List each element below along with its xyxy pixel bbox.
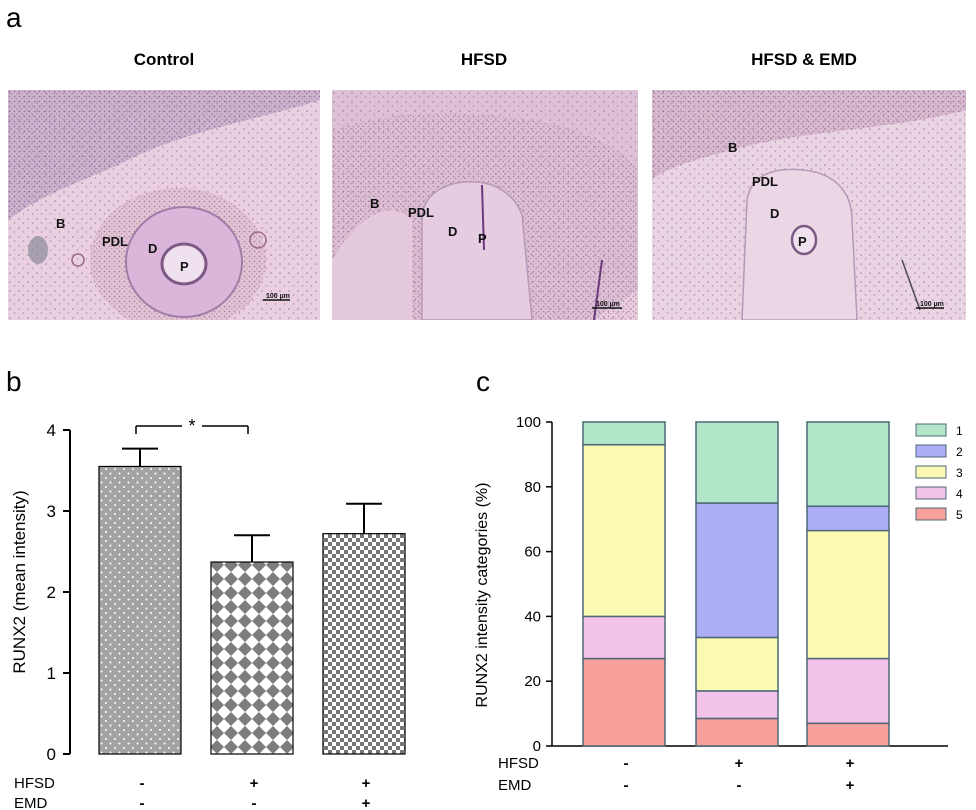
- y-tick-label: 20: [524, 673, 541, 690]
- group-row-sign: +: [846, 755, 855, 772]
- stacked-segment-1: [806, 421, 890, 507]
- group-row-sign: +: [846, 777, 855, 794]
- bar-1: [210, 561, 294, 755]
- label-pdl: PDL: [408, 205, 434, 220]
- significance-star: *: [188, 416, 195, 436]
- legend-label: 4: [956, 487, 963, 501]
- label-p: P: [478, 231, 487, 246]
- legend-swatch-4: [915, 486, 947, 500]
- legend-swatch-5: [915, 507, 947, 521]
- y-tick-label: 80: [524, 479, 541, 496]
- micrograph-title-hfsd-emd: HFSD & EMD: [751, 50, 857, 69]
- bar-chart-mean-intensity: RUNX2 (mean intensity) 0 1 2 3 4 * HFSD - + + EM…: [10, 416, 406, 810]
- stacked-segment-3: [582, 443, 666, 618]
- group-row-label: EMD: [498, 777, 532, 794]
- legend-swatch-2: [915, 444, 947, 458]
- label-d: D: [770, 206, 779, 221]
- stacked-segment-4: [806, 657, 890, 725]
- label-b: B: [370, 196, 379, 211]
- stacked-segment-2: [806, 505, 890, 532]
- group-row-sign: -: [624, 755, 629, 772]
- scale-bar-label: 100 µm: [266, 293, 290, 300]
- stacked-segment-4: [582, 615, 666, 660]
- group-row-sign: -: [737, 777, 742, 794]
- legend-label: 2: [956, 445, 963, 459]
- group-row-sign: -: [140, 775, 145, 792]
- y-tick-label: 60: [524, 544, 541, 561]
- stacked-segment-4: [695, 690, 779, 720]
- legend-label: 3: [956, 466, 963, 480]
- group-row-sign: -: [140, 795, 145, 810]
- micrograph-title-hfsd: HFSD: [460, 50, 508, 69]
- y-axis-label: RUNX2 intensity categories (%): [474, 483, 491, 708]
- legend-swatch-3: [915, 465, 947, 479]
- group-row-sign: +: [362, 795, 371, 810]
- legend-swatch-1: [915, 423, 947, 437]
- label-d: D: [148, 241, 157, 256]
- label-pdl: PDL: [102, 234, 128, 249]
- micrograph-control: B PDL D P 100 µm: [8, 90, 320, 320]
- label-b: B: [56, 216, 65, 231]
- group-row-sign: -: [252, 795, 257, 810]
- y-tick-label: 100: [516, 414, 541, 431]
- y-tick-label: 0: [533, 738, 541, 755]
- panel-letter-a: a: [6, 2, 22, 33]
- stacked-segment-3: [695, 636, 779, 692]
- y-tick-label: 2: [47, 583, 56, 602]
- legend-label: 5: [956, 508, 963, 522]
- scale-bar-label: 100 µm: [920, 301, 944, 308]
- legend-label: 1: [956, 424, 963, 438]
- stacked-segment-3: [806, 529, 890, 660]
- stacked-segment-5: [695, 717, 779, 747]
- bar-2: [322, 533, 406, 755]
- y-tick-label: 1: [47, 664, 56, 683]
- label-p: P: [180, 259, 189, 274]
- panel-letter-b: b: [6, 366, 22, 397]
- group-row-sign: +: [362, 775, 371, 792]
- label-p: P: [798, 234, 807, 249]
- stacked-segment-5: [806, 722, 890, 747]
- stacked-segment-1: [695, 421, 779, 504]
- group-row-label: HFSD: [498, 755, 539, 772]
- y-tick-label: 4: [47, 421, 56, 440]
- y-tick-label: 40: [524, 608, 541, 625]
- scale-bar-label: 100 µm: [596, 301, 620, 308]
- micrograph-title-control: Control: [133, 50, 195, 69]
- y-axis-label: RUNX2 (mean intensity): [10, 490, 29, 673]
- y-tick-label: 0: [47, 745, 56, 764]
- stacked-bar-chart-categories: RUNX2 intensity categories (%) 0 20 40 60 80…: [474, 414, 963, 794]
- group-row-label: EMD: [14, 795, 48, 810]
- micrograph-hfsd: B PDL D P 100 µm: [332, 90, 638, 320]
- group-row-label: HFSD: [14, 775, 55, 792]
- y-tick-label: 3: [47, 502, 56, 521]
- panel-letter-c: c: [476, 366, 490, 397]
- group-row-sign: -: [624, 777, 629, 794]
- bar-0: [98, 465, 182, 755]
- group-row-sign: +: [250, 775, 259, 792]
- label-b: B: [728, 140, 737, 155]
- stacked-segment-1: [582, 421, 666, 446]
- stacked-segment-2: [695, 502, 779, 639]
- label-pdl: PDL: [752, 174, 778, 189]
- label-d: D: [448, 224, 457, 239]
- group-row-sign: +: [735, 755, 744, 772]
- micrograph-hfsd-emd: B PDL D P 100 µm: [652, 90, 966, 320]
- stacked-segment-5: [582, 657, 666, 747]
